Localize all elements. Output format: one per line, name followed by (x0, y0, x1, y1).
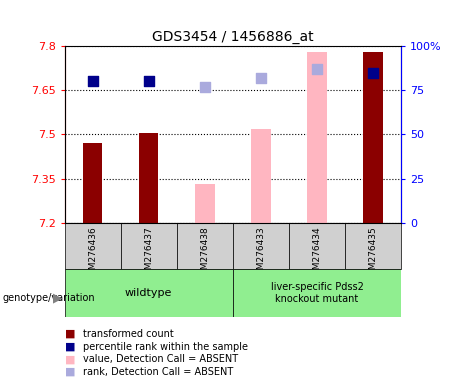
Bar (345, 223, 401, 269)
Text: rank, Detection Call = ABSENT: rank, Detection Call = ABSENT (83, 367, 233, 377)
Point (201, 84, 208, 90)
Text: GSM276436: GSM276436 (88, 227, 97, 281)
Point (145, 78, 152, 84)
Bar (289, 223, 345, 269)
Bar (177, 223, 233, 269)
Bar (307, 52, 327, 223)
Text: transformed count: transformed count (83, 329, 174, 339)
Point (369, 70, 377, 76)
Point (313, 66, 321, 72)
Text: percentile rank within the sample: percentile rank within the sample (83, 342, 248, 352)
Bar (83, 143, 102, 223)
Text: ▶: ▶ (53, 291, 62, 304)
Text: GSM276433: GSM276433 (256, 227, 266, 281)
Text: GSM276435: GSM276435 (368, 227, 378, 281)
Text: ■: ■ (65, 367, 75, 377)
Bar (65, 269, 233, 317)
Text: value, Detection Call = ABSENT: value, Detection Call = ABSENT (83, 354, 238, 364)
Text: ■: ■ (65, 342, 75, 352)
Point (89, 78, 96, 84)
Point (257, 75, 265, 81)
Text: liver-specific Pdss2
knockout mutant: liver-specific Pdss2 knockout mutant (271, 282, 363, 304)
Bar (65, 223, 121, 269)
Title: GDS3454 / 1456886_at: GDS3454 / 1456886_at (152, 30, 313, 44)
Text: ■: ■ (65, 354, 75, 364)
Text: ■: ■ (65, 329, 75, 339)
Text: genotype/variation: genotype/variation (2, 293, 95, 303)
Bar (251, 129, 271, 223)
Bar (233, 223, 289, 269)
Bar (233, 269, 401, 317)
Bar (121, 223, 177, 269)
Bar (363, 52, 383, 223)
Text: GSM276438: GSM276438 (200, 227, 209, 281)
Bar (195, 184, 214, 223)
Text: GSM276434: GSM276434 (313, 227, 321, 281)
Text: GSM276437: GSM276437 (144, 227, 153, 281)
Text: wildtype: wildtype (125, 288, 172, 298)
Bar (139, 133, 159, 223)
